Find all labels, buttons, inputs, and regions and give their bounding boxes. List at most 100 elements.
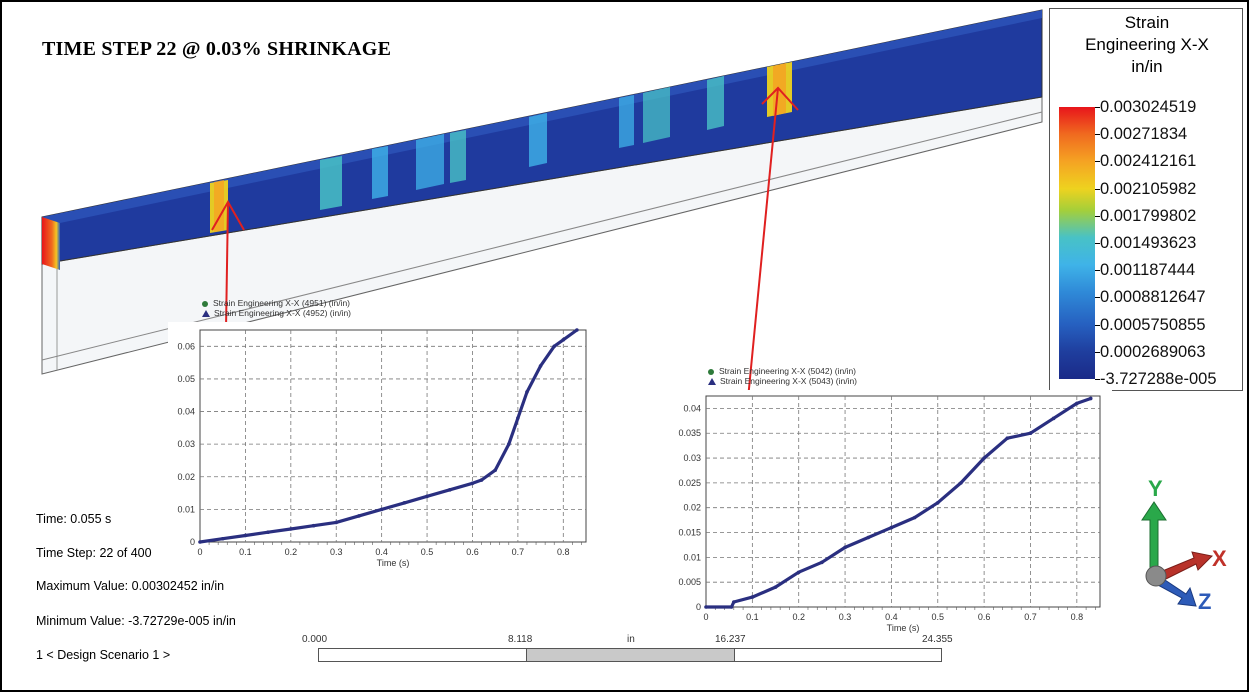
x-axis-label: Time (s): [377, 558, 410, 568]
legend-value-5: 0.001493623: [1100, 234, 1196, 252]
circle-marker-icon: [202, 301, 208, 307]
legend-value-8: 0.0005750855: [1100, 316, 1206, 334]
data-point: [1029, 431, 1033, 435]
scale-unit: in: [627, 634, 635, 645]
data-point: [704, 605, 708, 609]
y-tick-label: 0.05: [177, 374, 195, 384]
chart2-legend-series2: Strain Engineering X-X (5043) (in/in): [708, 376, 857, 386]
chart2-legend-series1: Strain Engineering X-X (5042) (in/in): [708, 366, 857, 376]
x-tick-label: 0.5: [421, 547, 434, 557]
scale-label-1: 8.118: [508, 634, 532, 645]
data-point: [732, 600, 736, 604]
scale-label-0: 0.000: [302, 634, 327, 645]
x-tick-label: 0.3: [839, 612, 852, 622]
triangle-marker-icon: [202, 310, 210, 317]
legend-value-9: 0.0002689063: [1100, 343, 1206, 361]
legend-value-10: -3.727288e-005: [1100, 370, 1217, 388]
chart1-legend: Strain Engineering X-X (4951) (in/in) St…: [202, 298, 351, 318]
y-tick-label: 0.025: [678, 478, 701, 488]
data-point: [820, 561, 824, 565]
data-point: [1005, 436, 1009, 440]
data-point: [890, 526, 894, 530]
x-tick-label: 0.5: [932, 612, 945, 622]
data-point: [843, 546, 847, 550]
x-tick-label: 0.4: [375, 547, 388, 557]
info-time: Time: 0.055 s: [36, 512, 111, 526]
y-tick-label: 0.04: [177, 407, 195, 417]
data-point: [403, 501, 407, 505]
data-point: [959, 481, 963, 485]
x-tick-label: 0.2: [285, 547, 298, 557]
legend-value-2: 0.002412161: [1100, 152, 1196, 170]
scale-bar: [318, 648, 942, 662]
data-point: [507, 442, 511, 446]
scale-label-2: 16.237: [715, 634, 746, 645]
data-point: [334, 521, 338, 525]
legend-value-1: 0.00271834: [1100, 125, 1187, 143]
data-point: [471, 481, 475, 485]
data-point: [493, 468, 497, 472]
data-point: [797, 570, 801, 574]
scale-segment-2: [527, 649, 735, 661]
x-tick-label: 0.6: [466, 547, 479, 557]
data-point: [936, 501, 940, 505]
data-point: [312, 524, 316, 528]
color-legend: Strain Engineering X-X in/in 0.003024519…: [1049, 8, 1243, 391]
data-point: [357, 514, 361, 518]
legend-color-bar: [1059, 107, 1095, 379]
y-tick-label: 0.06: [177, 341, 195, 351]
circle-marker-icon: [708, 369, 714, 375]
x-tick-label: 0.2: [792, 612, 805, 622]
data-point: [866, 536, 870, 540]
data-point: [1052, 417, 1056, 421]
y-tick-label: 0: [696, 602, 701, 612]
legend-title-line3: in/in: [1050, 57, 1244, 77]
legend-title-line1: Strain: [1050, 13, 1244, 33]
x-axis-label: Time (s): [887, 623, 920, 633]
data-point: [244, 534, 248, 538]
data-point: [480, 478, 484, 482]
data-point: [575, 328, 579, 332]
y-tick-label: 0.02: [177, 472, 195, 482]
x-tick-label: 0.7: [1024, 612, 1037, 622]
axis-triad-icon[interactable]: Y X Z: [1124, 474, 1234, 624]
triangle-marker-icon: [708, 378, 716, 385]
data-point: [539, 364, 543, 368]
info-scenario: 1 < Design Scenario 1 >: [36, 648, 170, 662]
x-tick-label: 0.7: [512, 547, 525, 557]
chart2-legend: Strain Engineering X-X (5042) (in/in) St…: [708, 366, 857, 386]
x-tick-label: 0.4: [885, 612, 898, 622]
legend-title-line2: Engineering X-X: [1050, 35, 1244, 55]
x-tick-label: 0.1: [746, 612, 759, 622]
y-axis-label: Y: [1148, 476, 1163, 501]
y-tick-label: 0: [190, 537, 195, 547]
x-tick-label: 0.8: [557, 547, 570, 557]
y-tick-label: 0.03: [683, 453, 701, 463]
chart-strain-4951[interactable]: 0 0.1 0.2 0.3 0.4 0.5 0.6 0.7 0.8 0 0.01 0.02 0.03 0.…: [168, 322, 598, 570]
beam-end-cap: [42, 217, 60, 270]
legend-value-0: 0.003024519: [1100, 98, 1196, 116]
scale-label-3: 24.355: [922, 634, 953, 645]
y-tick-label: 0.01: [177, 504, 195, 514]
y-tick-label: 0.01: [683, 552, 701, 562]
info-max-value: Maximum Value: 0.00302452 in/in: [36, 579, 224, 593]
scale-segment-3: [735, 649, 941, 661]
data-point: [266, 530, 270, 534]
data-point: [221, 537, 225, 541]
plot-area: [200, 330, 586, 542]
data-point: [525, 390, 529, 394]
info-min-value: Minimum Value: -3.72729e-005 in/in: [36, 614, 236, 628]
x-tick-label: 0.1: [239, 547, 252, 557]
page-title: TIME STEP 22 @ 0.03% SHRINKAGE: [42, 38, 391, 61]
data-point: [289, 527, 293, 531]
data-point: [982, 456, 986, 460]
data-point: [1089, 397, 1093, 401]
x-tick-label: 0: [703, 612, 708, 622]
data-point: [552, 345, 556, 349]
data-point: [380, 508, 384, 512]
legend-value-4: 0.001799802: [1100, 207, 1196, 225]
data-point: [516, 416, 520, 420]
chart1-legend-series1: Strain Engineering X-X (4951) (in/in): [202, 298, 351, 308]
chart-strain-5042[interactable]: 0 0.1 0.2 0.3 0.4 0.5 0.6 0.7 0.8 0 0.005 0.01 0.015…: [666, 390, 1112, 635]
